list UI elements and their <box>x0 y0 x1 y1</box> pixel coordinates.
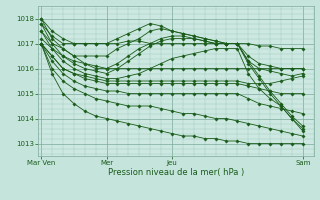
X-axis label: Pression niveau de la mer( hPa ): Pression niveau de la mer( hPa ) <box>108 168 244 177</box>
